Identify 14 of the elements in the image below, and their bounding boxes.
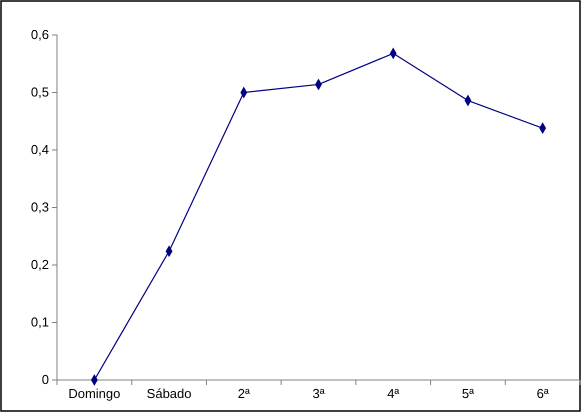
x-tick-label: 5ª: [462, 386, 474, 402]
y-tick-label: 0,2: [30, 257, 49, 272]
x-tick-label: 6ª: [536, 386, 549, 402]
x-tick-label: Domingo: [68, 386, 120, 402]
x-tick-label: Sábado: [146, 386, 192, 402]
x-tick-label: 2ª: [238, 386, 250, 402]
y-tick-label: 0,4: [30, 142, 49, 158]
y-tick-label: 0,3: [30, 200, 49, 215]
y-tick-label: 0,6: [30, 27, 49, 42]
x-tick-label: 4ª: [387, 386, 400, 402]
x-tick-label: 3ª: [312, 386, 325, 402]
y-tick-label: 0,1: [30, 314, 49, 330]
y-tick-label: 0: [42, 372, 49, 388]
y-tick-label: 0,5: [30, 84, 49, 100]
